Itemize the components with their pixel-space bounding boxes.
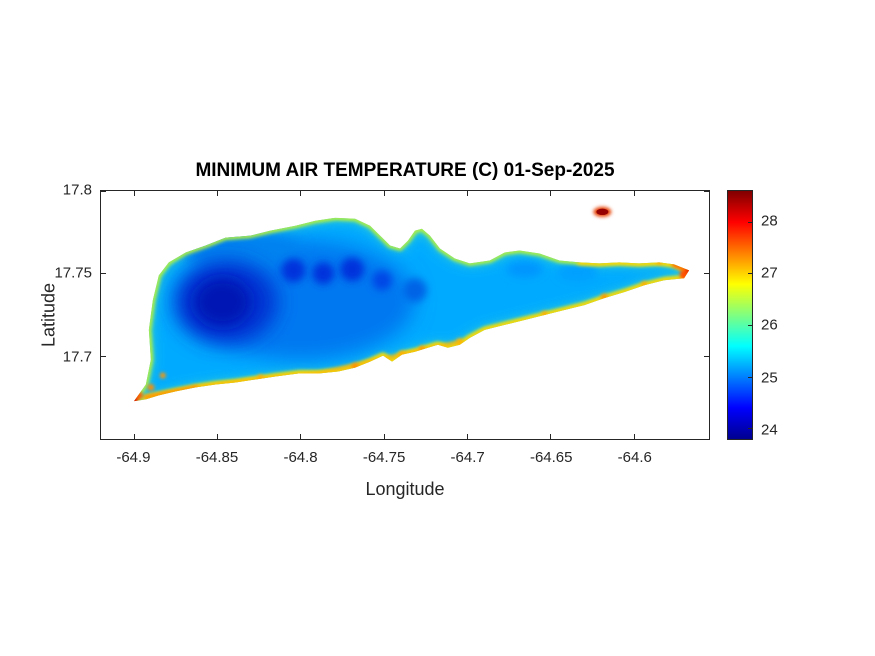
x-tick-labels: -64.9 -64.85 -64.8 -64.75 -64.7 -64.65 -64.6 xyxy=(100,447,710,467)
x-tick-mark-top xyxy=(133,191,135,196)
x-tick-label: -64.6 xyxy=(617,449,652,466)
colorbar-gradient xyxy=(728,191,752,439)
x-tick-mark-top xyxy=(633,191,635,196)
x-tick-mark-top xyxy=(383,191,385,196)
colorbar xyxy=(727,190,753,440)
x-tick-label: -64.65 xyxy=(529,449,573,466)
x-tick-mark xyxy=(133,434,135,439)
y-tick-label: 17.7 xyxy=(62,348,92,366)
colorbar-tick-labels: 24 25 26 27 28 xyxy=(761,190,803,440)
offshore-hot-spot xyxy=(593,206,612,217)
x-tick-label: -64.7 xyxy=(450,449,485,466)
colorbar-tick-label: 28 xyxy=(761,212,778,230)
x-tick-label: -64.8 xyxy=(283,449,318,466)
x-tick-mark xyxy=(633,434,635,439)
y-tick-mark xyxy=(101,190,106,192)
colorbar-tick-mark xyxy=(748,428,752,430)
x-tick-mark xyxy=(383,434,385,439)
plot-area xyxy=(100,190,710,440)
y-tick-mark xyxy=(101,273,106,275)
y-tick-label: 17.75 xyxy=(54,264,92,282)
x-tick-mark xyxy=(466,434,468,439)
x-tick-mark-top xyxy=(300,191,302,196)
colorbar-tick-mark xyxy=(748,273,752,275)
x-tick-mark xyxy=(300,434,302,439)
x-tick-mark xyxy=(550,434,552,439)
x-tick-mark-top xyxy=(550,191,552,196)
x-tick-label: -64.85 xyxy=(195,449,239,466)
colorbar-tick-label: 25 xyxy=(761,369,778,386)
y-tick-mark-right xyxy=(704,273,709,275)
x-axis-label: Longitude xyxy=(365,479,445,499)
cool-interior-layer xyxy=(133,217,690,402)
x-tick-mark-top xyxy=(466,191,468,196)
y-tick-mark-right xyxy=(704,190,709,192)
colorbar-tick-label: 26 xyxy=(761,316,778,334)
colorbar-tick-mark xyxy=(748,324,752,326)
y-tick-labels: 17.8 17.75 17.7 xyxy=(0,183,92,440)
colorbar-tick-label: 27 xyxy=(761,264,778,282)
x-tick-label: -64.9 xyxy=(116,449,151,466)
colorbar-tick-mark xyxy=(748,376,752,378)
y-tick-mark xyxy=(101,355,106,357)
chart-title: MINIMUM AIR TEMPERATURE (C) 01-Sep-2025 xyxy=(195,160,615,181)
x-tick-label: -64.75 xyxy=(362,449,406,466)
y-tick-label: 17.8 xyxy=(62,181,92,199)
x-tick-mark-top xyxy=(217,191,219,196)
x-tick-mark xyxy=(217,434,219,439)
temperature-field-map xyxy=(133,206,690,402)
colorbar-tick-mark xyxy=(748,221,752,223)
colorbar-tick-label: 24 xyxy=(761,421,778,439)
y-tick-mark-right xyxy=(704,355,709,357)
